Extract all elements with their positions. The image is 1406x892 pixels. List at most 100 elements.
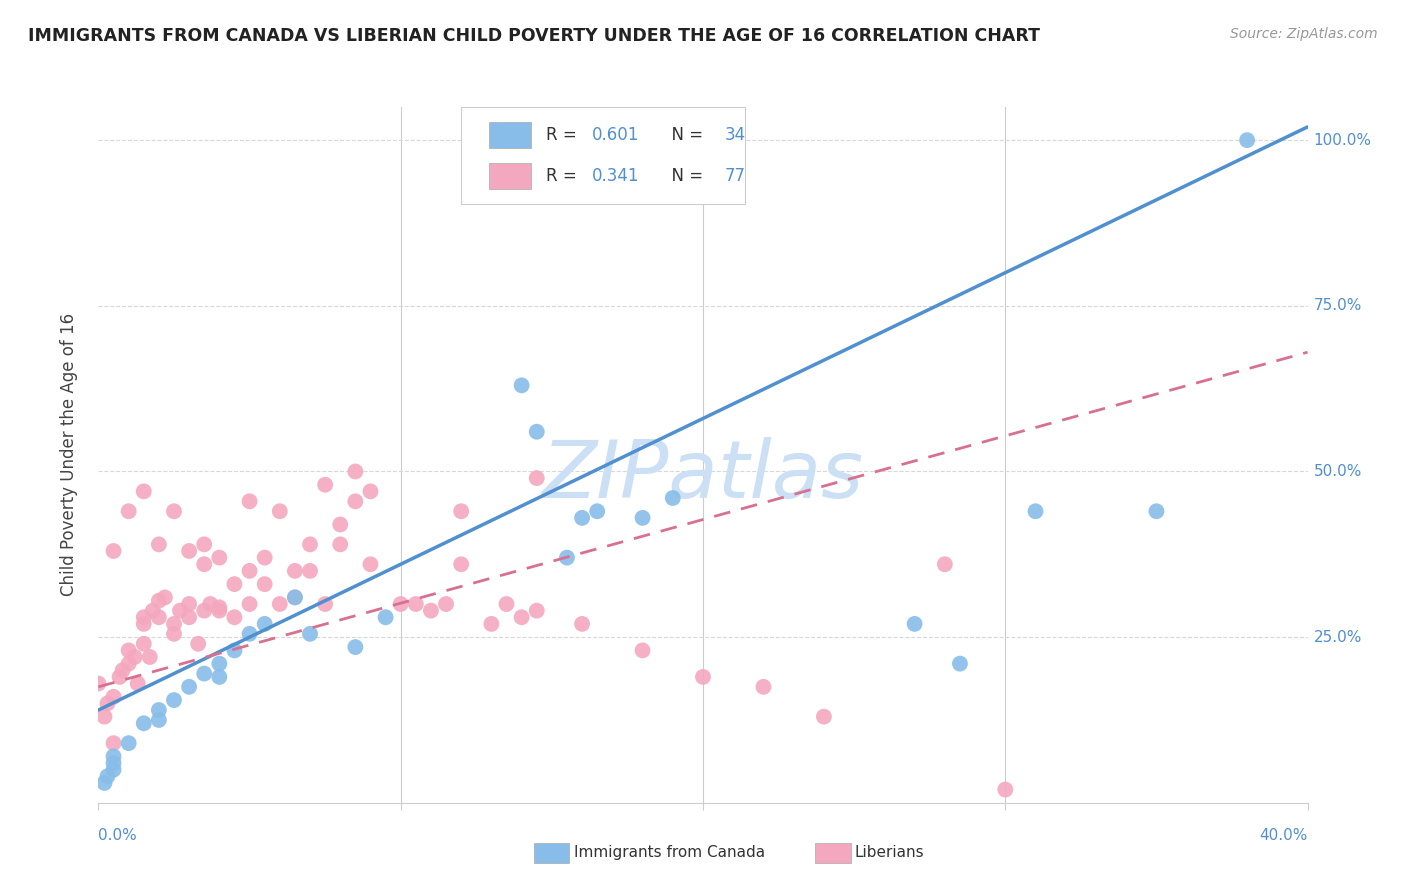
Text: 40.0%: 40.0% xyxy=(1260,828,1308,843)
Point xyxy=(239,597,262,611)
Point xyxy=(344,465,367,479)
Point xyxy=(405,597,427,611)
Point xyxy=(208,670,231,684)
Point xyxy=(299,627,322,641)
Point xyxy=(314,477,336,491)
Text: 77: 77 xyxy=(724,167,745,185)
Point xyxy=(239,627,262,641)
Point xyxy=(813,709,835,723)
Point xyxy=(752,680,775,694)
Point xyxy=(284,591,307,605)
Point xyxy=(224,643,246,657)
Point xyxy=(132,637,155,651)
Point xyxy=(177,610,201,624)
Point xyxy=(450,504,472,518)
Text: N =: N = xyxy=(661,167,709,185)
Point xyxy=(148,610,170,624)
Point xyxy=(103,736,125,750)
Point xyxy=(163,616,186,631)
Point xyxy=(93,709,115,723)
Bar xyxy=(489,121,531,148)
Point xyxy=(163,693,186,707)
Point xyxy=(239,494,262,508)
Point xyxy=(1024,504,1046,518)
Point xyxy=(148,713,170,727)
Text: R =: R = xyxy=(546,126,582,144)
Y-axis label: Child Poverty Under the Age of 16: Child Poverty Under the Age of 16 xyxy=(59,313,77,597)
Text: N =: N = xyxy=(661,126,709,144)
Point xyxy=(253,616,276,631)
Text: ZIPatlas: ZIPatlas xyxy=(541,437,865,515)
Point xyxy=(329,517,352,532)
Text: 0.341: 0.341 xyxy=(592,167,640,185)
Point xyxy=(253,550,276,565)
Point xyxy=(526,604,548,618)
Point xyxy=(904,616,927,631)
Point xyxy=(169,604,191,618)
Point xyxy=(103,763,125,777)
Point xyxy=(103,749,125,764)
Point xyxy=(139,650,162,665)
Point xyxy=(163,504,186,518)
Text: 0.0%: 0.0% xyxy=(98,828,138,843)
Text: 50.0%: 50.0% xyxy=(1313,464,1362,479)
Point xyxy=(132,716,155,731)
Point xyxy=(692,670,714,684)
Point xyxy=(526,471,548,485)
Point xyxy=(344,640,367,654)
Point xyxy=(132,616,155,631)
Point xyxy=(949,657,972,671)
Point xyxy=(934,558,956,572)
Point xyxy=(127,676,149,690)
Point xyxy=(526,425,548,439)
Point xyxy=(299,564,322,578)
Text: 25.0%: 25.0% xyxy=(1313,630,1362,645)
Point xyxy=(193,537,215,551)
Point xyxy=(631,511,654,525)
Point xyxy=(314,597,336,611)
Point xyxy=(193,558,215,572)
Point xyxy=(299,537,322,551)
FancyBboxPatch shape xyxy=(461,107,745,204)
Point xyxy=(269,597,291,611)
Point xyxy=(103,756,125,770)
Point xyxy=(571,511,593,525)
Point xyxy=(419,604,441,618)
Point xyxy=(510,610,533,624)
Point xyxy=(153,591,176,605)
Point xyxy=(571,616,593,631)
Point xyxy=(118,504,141,518)
Point xyxy=(269,504,291,518)
Text: 34: 34 xyxy=(724,126,747,144)
Point xyxy=(360,558,382,572)
Point xyxy=(284,564,307,578)
Point xyxy=(96,697,118,711)
Bar xyxy=(489,162,531,189)
Point xyxy=(132,484,155,499)
Point xyxy=(239,564,262,578)
Point xyxy=(586,504,609,518)
Point xyxy=(224,577,246,591)
Text: 75.0%: 75.0% xyxy=(1313,298,1362,313)
Point xyxy=(360,484,382,499)
Point xyxy=(108,670,131,684)
Point xyxy=(103,690,125,704)
Point xyxy=(481,616,503,631)
Point xyxy=(208,550,231,565)
Point xyxy=(208,604,231,618)
Point xyxy=(631,643,654,657)
Point xyxy=(111,663,134,677)
Point xyxy=(177,680,201,694)
Point xyxy=(193,604,215,618)
Point xyxy=(344,494,367,508)
Point xyxy=(148,593,170,607)
Point xyxy=(193,666,215,681)
Point xyxy=(142,604,165,618)
Text: Liberians: Liberians xyxy=(855,846,925,860)
Point xyxy=(1144,504,1167,518)
Point xyxy=(118,643,141,657)
Text: 100.0%: 100.0% xyxy=(1313,133,1372,148)
Point xyxy=(329,537,352,551)
Point xyxy=(434,597,457,611)
Point xyxy=(96,769,118,783)
